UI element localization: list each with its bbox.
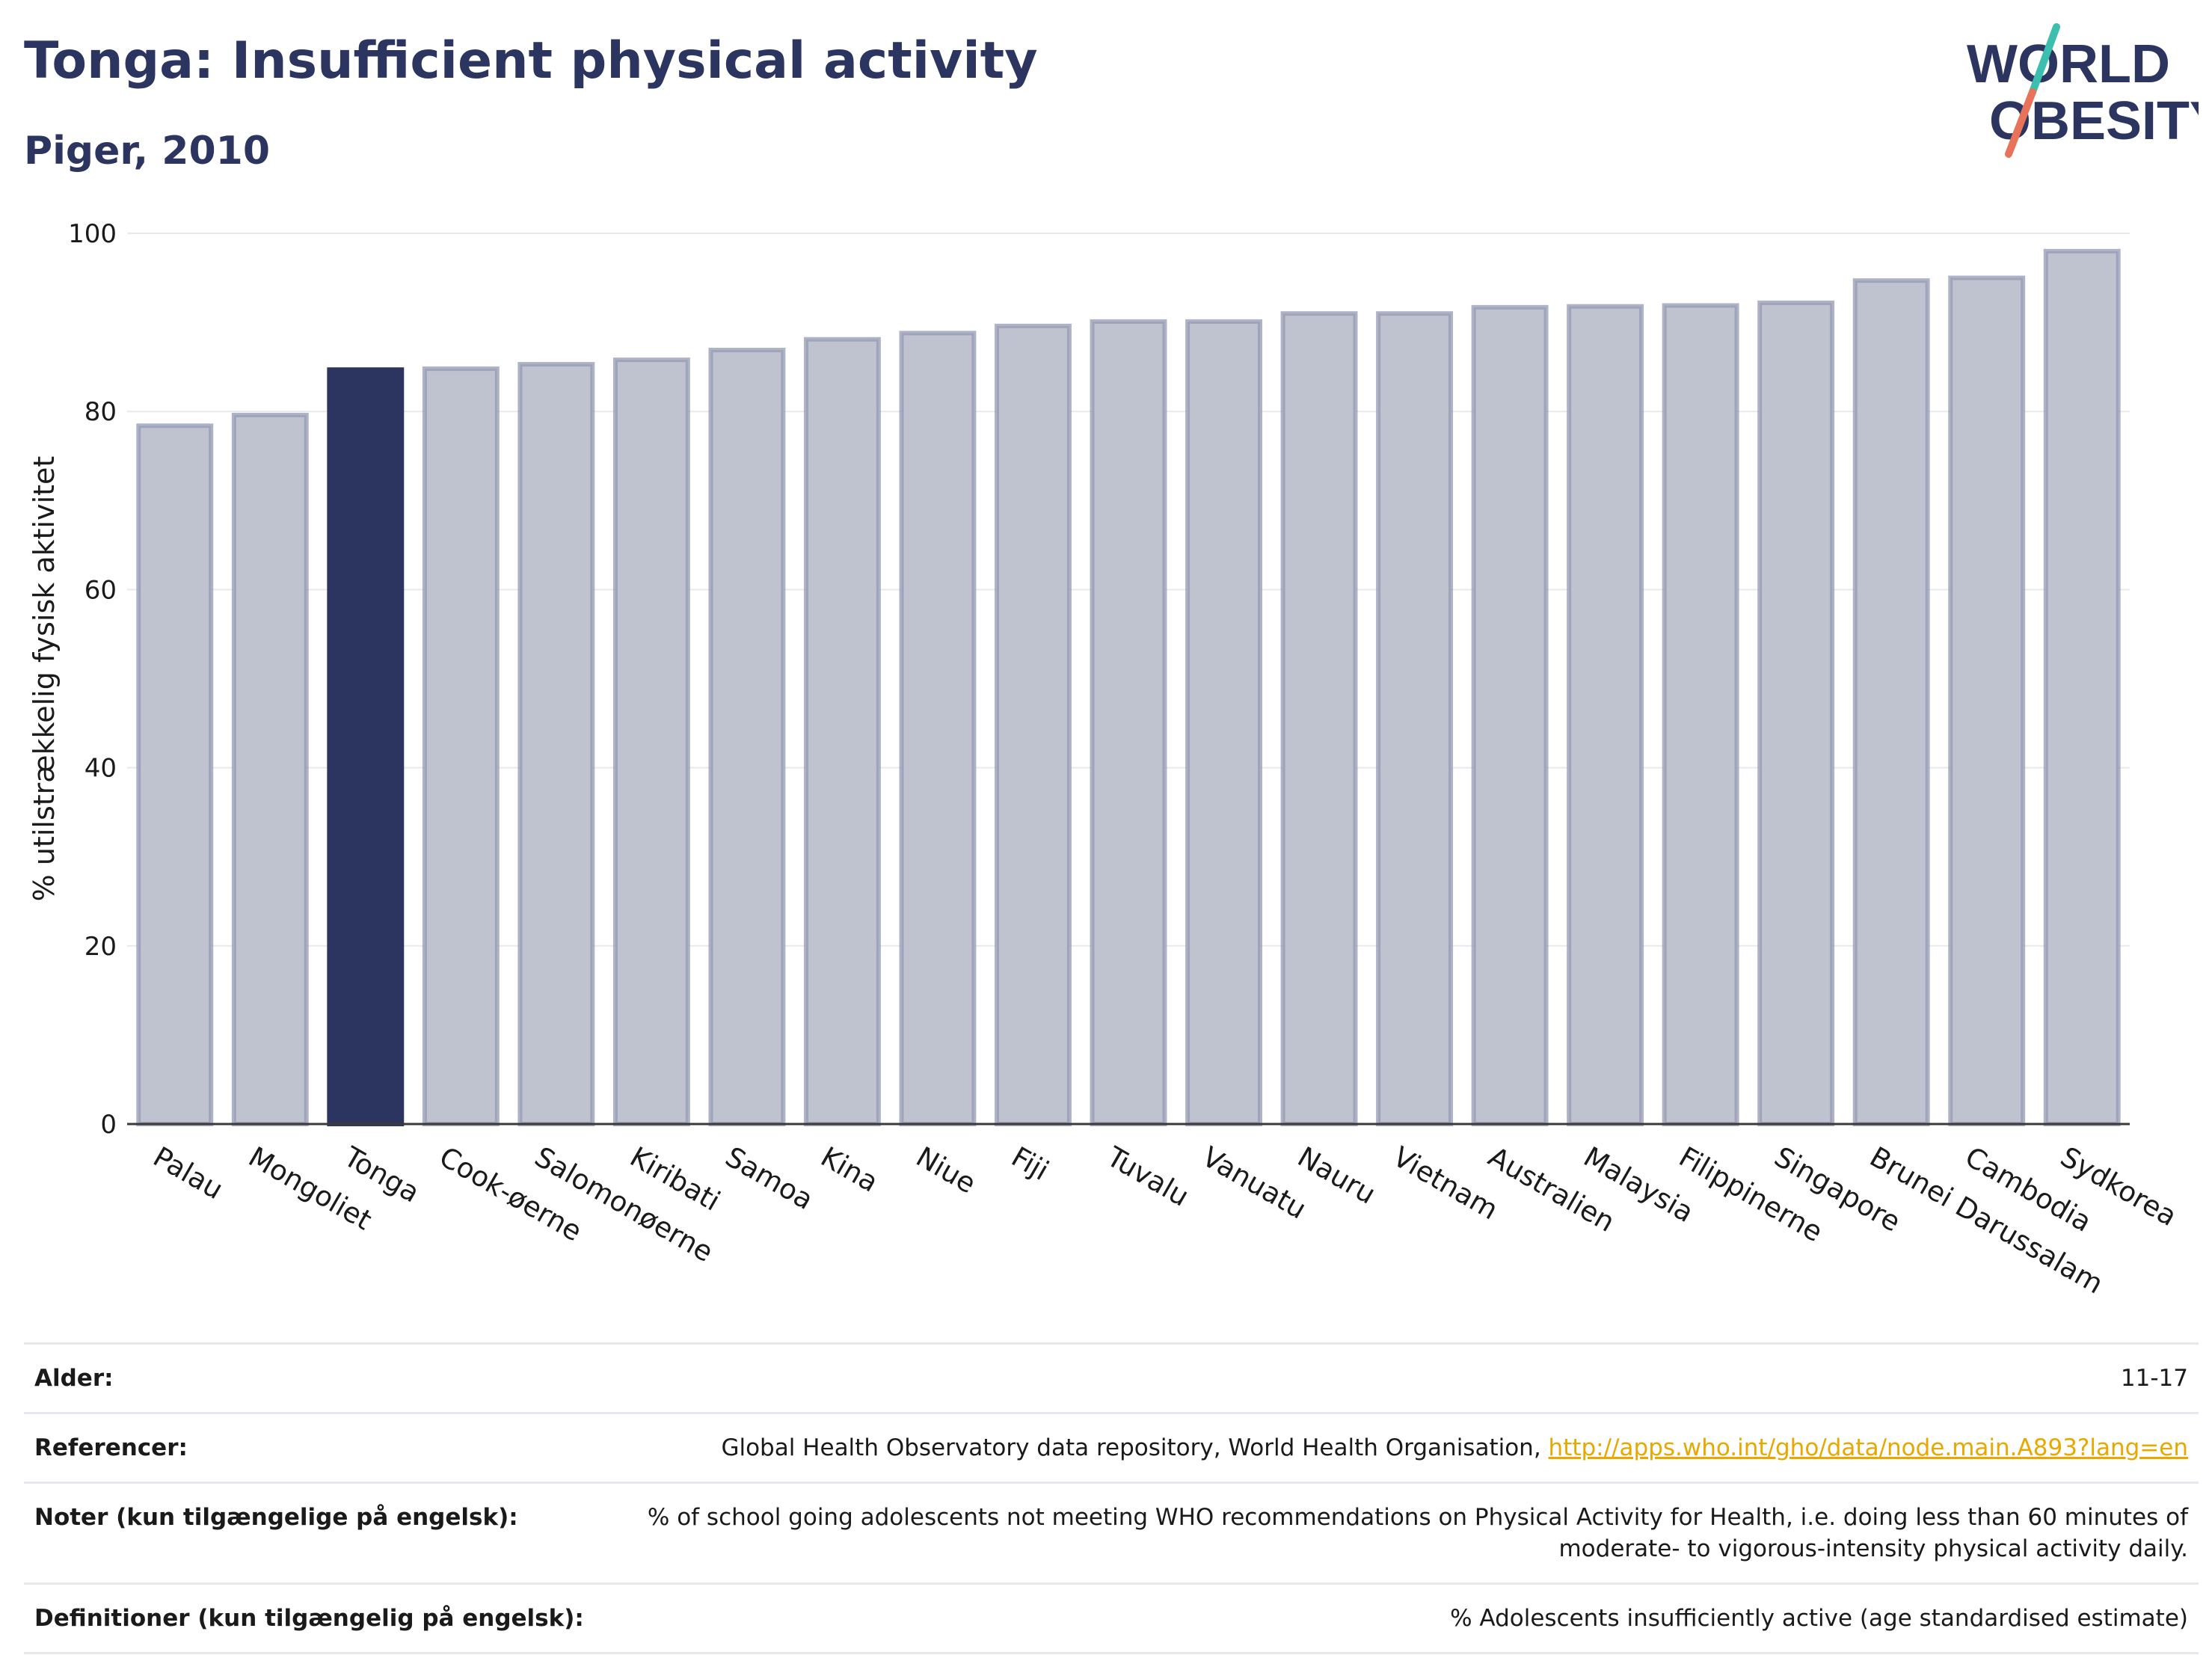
footer-table: Alder: 11-17 Referencer: Global Health O… (24, 1342, 2199, 1654)
x-tick-label: Kina (815, 1140, 883, 1199)
footer-label: Alder: (34, 1365, 114, 1392)
bar-vietnam[interactable] (1376, 311, 1454, 1127)
x-tick-label: Palau (148, 1140, 229, 1206)
y-tick-label: 20 (85, 932, 117, 962)
bar-vanuatu[interactable] (1185, 319, 1262, 1126)
x-tick-label: Vietnam (1387, 1140, 1503, 1226)
footer-value: % Adolescents insufficiently active (age… (1450, 1605, 2188, 1632)
footer-row-references: Referencer: Global Health Observatory da… (24, 1412, 2199, 1481)
footer-value: 11-17 (2120, 1365, 2188, 1392)
y-tick-label: 40 (85, 754, 117, 784)
footer-label: Definitioner (kun tilgængelig på engelsk… (34, 1605, 584, 1632)
bar-malaysia[interactable] (1567, 304, 1644, 1127)
bar-niue[interactable] (899, 331, 977, 1127)
chart-title: Tonga: Insufficient physical activity (24, 31, 1038, 90)
y-tick-label: 60 (85, 575, 117, 605)
bar-sydkorea[interactable] (2043, 248, 2121, 1127)
bar-kina[interactable] (803, 337, 881, 1126)
chart-subtitle: Piger, 2010 (24, 129, 271, 174)
bar-mongoliet[interactable] (231, 412, 309, 1126)
bar-palau[interactable] (136, 423, 214, 1127)
footer-label: Referencer: (34, 1434, 188, 1461)
x-tick-label: Niue (911, 1140, 981, 1200)
footer-row-age: Alder: 11-17 (24, 1342, 2199, 1412)
footer-row-definitions: Definitioner (kun tilgængelig på engelsk… (24, 1582, 2199, 1654)
bar-brunei-darussalam[interactable] (1852, 278, 1930, 1126)
reference-text: Global Health Observatory data repositor… (721, 1434, 1549, 1461)
y-tick-label: 0 (100, 1110, 117, 1140)
bars (136, 248, 2121, 1127)
bar-nauru[interactable] (1280, 311, 1358, 1127)
bar-kiribati[interactable] (612, 357, 690, 1126)
bar-singapore[interactable] (1757, 300, 1835, 1127)
footer-value: % of school going adolescents not meetin… (647, 1504, 2188, 1562)
y-tick-label: 80 (85, 397, 117, 427)
bar-cambodia[interactable] (1948, 275, 2026, 1126)
bar-fiji[interactable] (995, 323, 1072, 1126)
logo-slash-coral (2005, 88, 2036, 158)
y-axis-ticks: 0 20 40 60 80 100 (68, 219, 117, 1140)
bar-filippinerne[interactable] (1662, 303, 1739, 1127)
reference-link[interactable]: http://apps.who.int/gho/data/node.main.A… (1548, 1434, 2188, 1461)
x-tick-label: Samoa (720, 1140, 819, 1216)
logo-slash-teal (2029, 23, 2060, 96)
footer-row-notes: Noter (kun tilgængelige på engelsk): % o… (24, 1481, 2199, 1582)
footer-label: Noter (kun tilgængelige på engelsk): (34, 1504, 518, 1531)
y-tick-label: 100 (68, 219, 117, 249)
bar-australien[interactable] (1471, 304, 1549, 1126)
x-tick-label: Fiji (1006, 1140, 1054, 1187)
x-tick-label: Vanuatu (1196, 1140, 1312, 1226)
bar-samoa[interactable] (708, 348, 786, 1126)
footer-value: Global Health Observatory data repositor… (721, 1432, 2188, 1464)
x-tick-label: Tuvalu (1101, 1140, 1194, 1213)
bar-tonga[interactable] (327, 367, 405, 1126)
bar-tuvalu[interactable] (1090, 319, 1167, 1126)
bar-cook-erne[interactable] (422, 366, 500, 1127)
y-axis-label: % utilstrækkelig fysisk aktivitet (28, 456, 61, 902)
bar-salomon-erne[interactable] (517, 362, 595, 1126)
world-obesity-logo[interactable]: WORLD OBESITY (1944, 21, 2199, 163)
logo-line1: WORLD (1967, 34, 2170, 94)
